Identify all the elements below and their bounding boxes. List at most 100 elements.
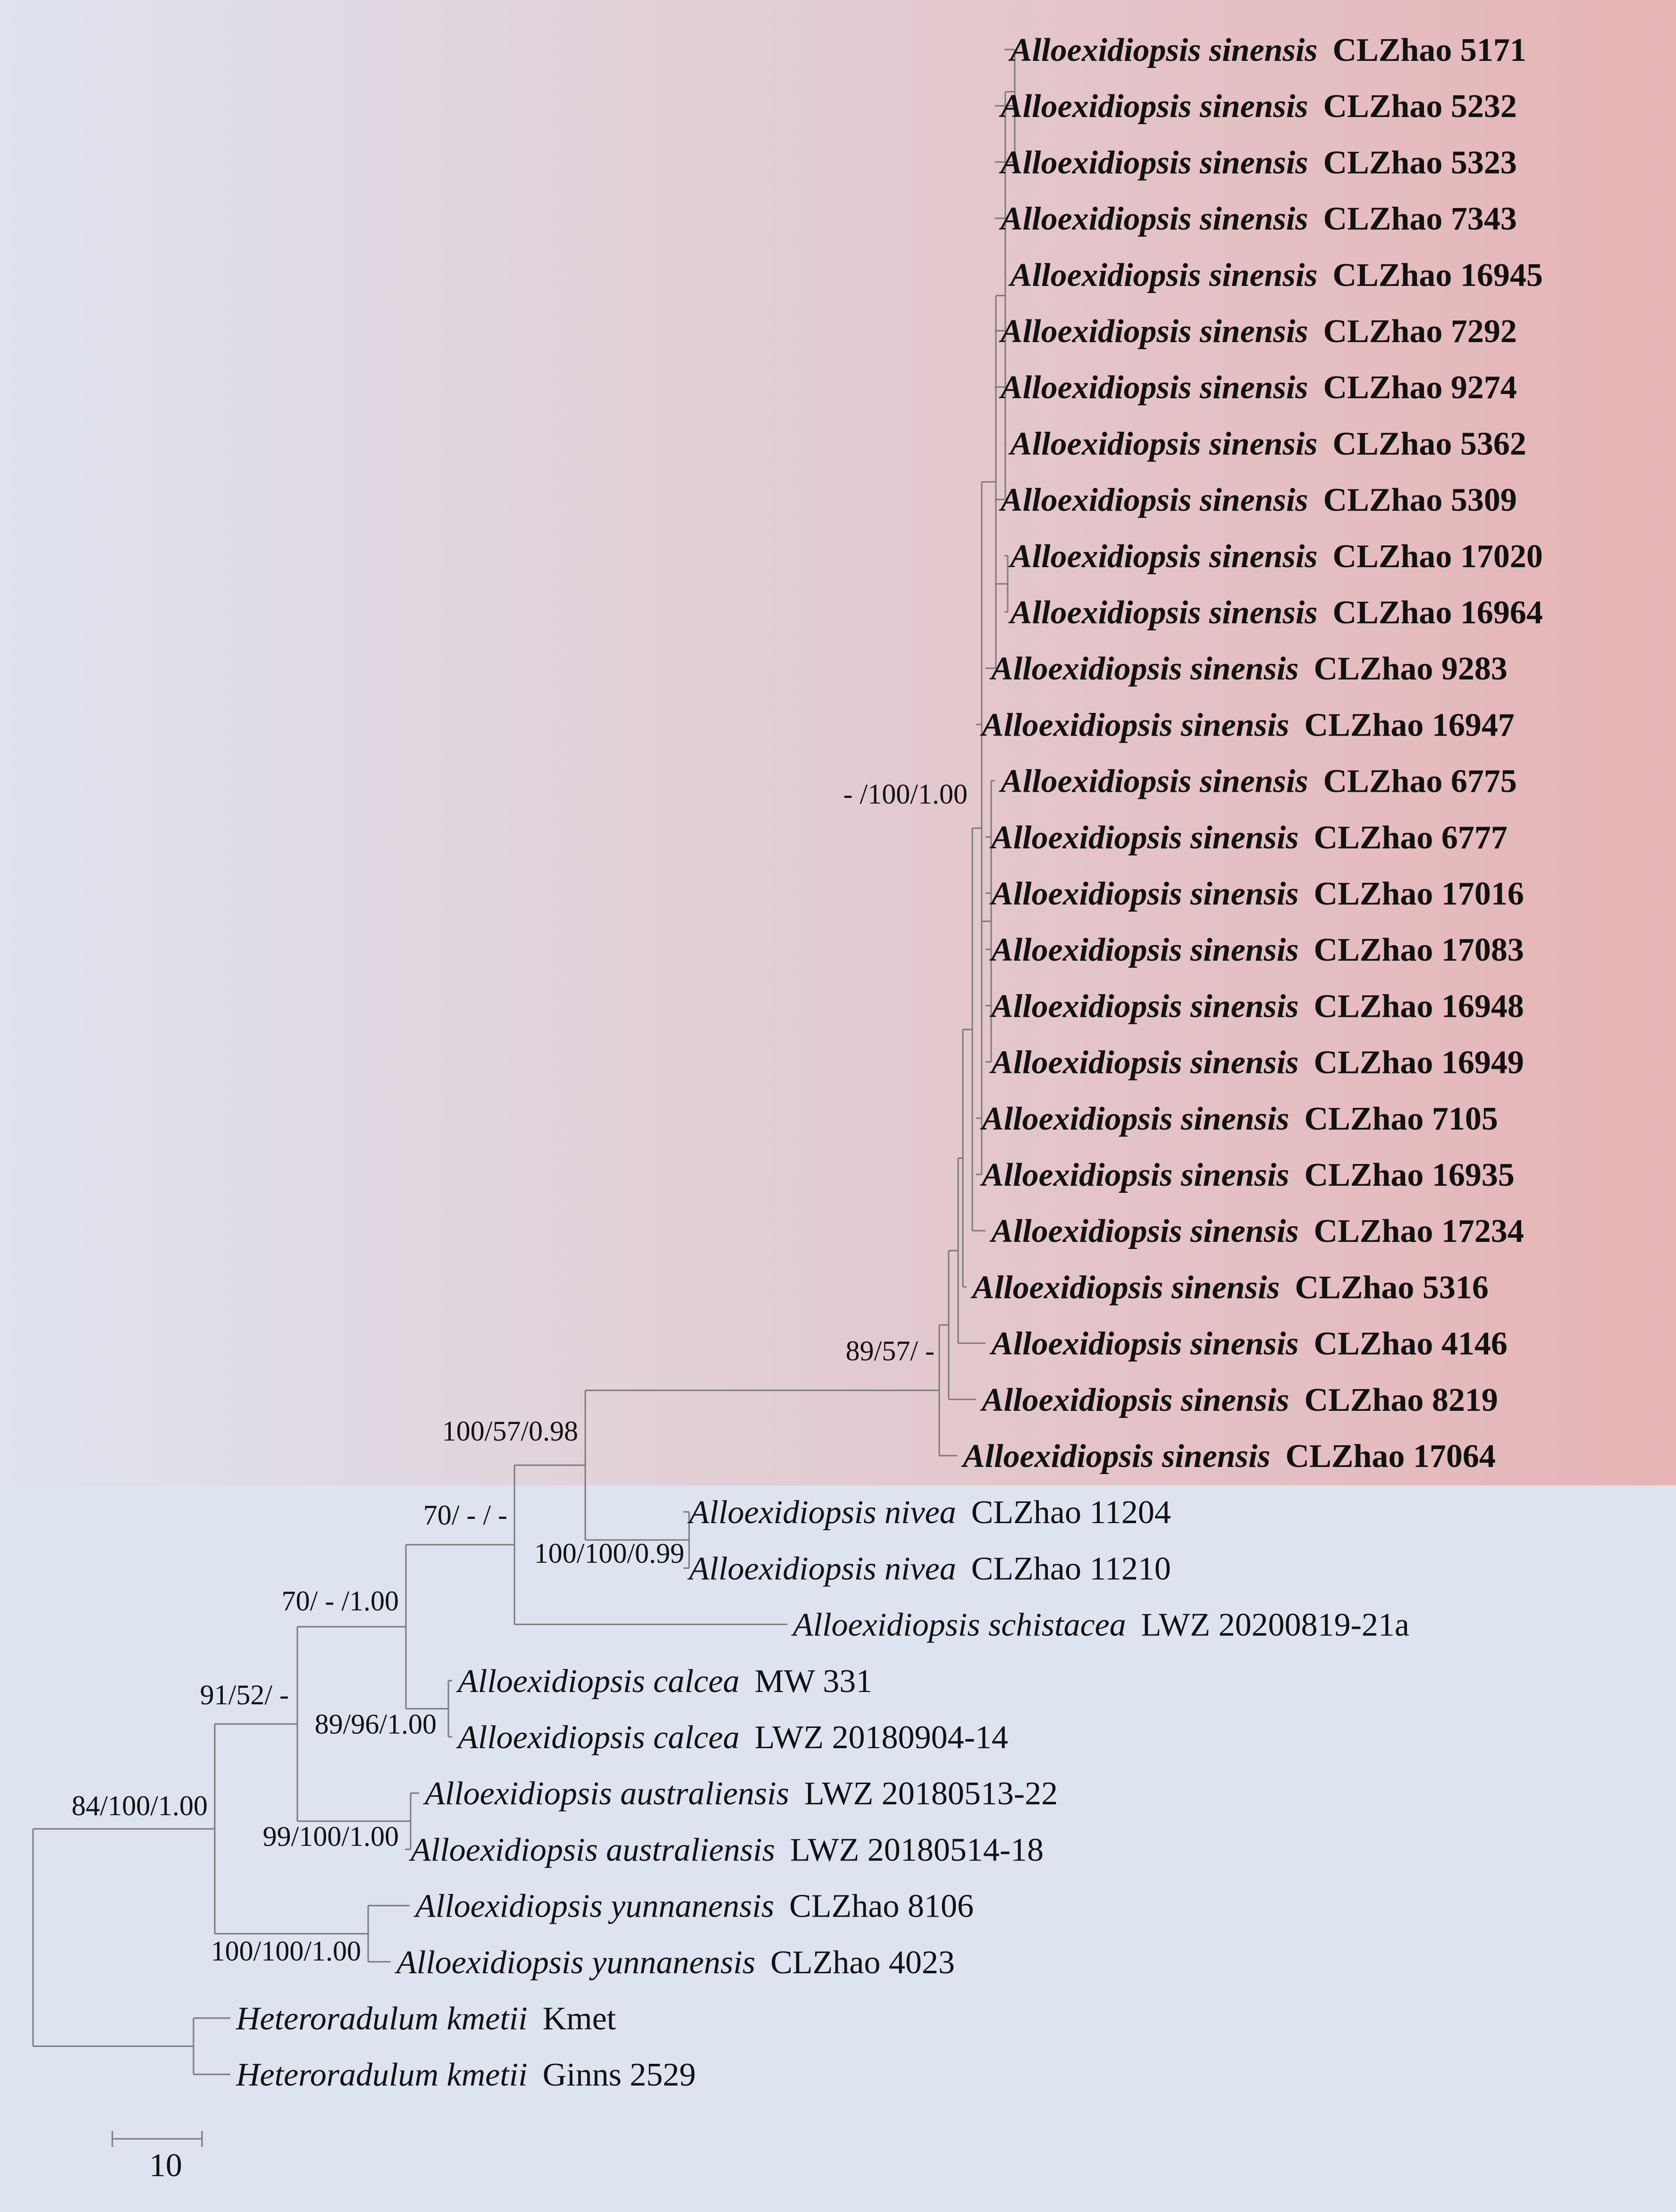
- taxon-voucher: CLZhao 9283: [1314, 651, 1508, 687]
- taxon-label: Alloexidiopsis australiensis LWZ 20180513…: [423, 1776, 1058, 1812]
- taxon-species-name: Alloexidiopsis sinensis: [989, 988, 1299, 1024]
- taxon-voucher: CLZhao 7105: [1305, 1101, 1498, 1137]
- taxon-species-name: Alloexidiopsis nivea: [687, 1494, 956, 1531]
- taxon-voucher: CLZhao 11210: [971, 1550, 1171, 1587]
- taxon-voucher: CLZhao 17064: [1286, 1438, 1496, 1475]
- support-value-nivea: 100/100/0.99: [534, 1538, 684, 1569]
- taxon-species-name: Alloexidiopsis nivea: [687, 1550, 956, 1587]
- taxon-label: Alloexidiopsis sinensis CLZhao 17234: [989, 1213, 1524, 1249]
- taxon-species-name: Alloexidiopsis sinensis: [1008, 538, 1318, 575]
- taxon-voucher: CLZhao 5309: [1323, 482, 1517, 519]
- taxon-species-name: Alloexidiopsis sinensis: [961, 1438, 1271, 1475]
- taxon-species-name: Alloexidiopsis sinensis: [970, 1269, 1280, 1306]
- taxon-voucher: CLZhao 5323: [1323, 144, 1517, 181]
- taxon-label: Alloexidiopsis sinensis CLZhao 8219: [980, 1382, 1498, 1418]
- taxon-voucher: CLZhao 16947: [1305, 707, 1515, 743]
- support-value-with-calcea: 70/ - /1.00: [282, 1585, 399, 1617]
- taxon-label: Alloexidiopsis calcea LWZ 20180904-14: [456, 1719, 1008, 1756]
- taxon-voucher: CLZhao 5232: [1323, 88, 1517, 125]
- taxon-voucher: CLZhao 6775: [1323, 763, 1517, 800]
- taxon-voucher: CLZhao 8219: [1305, 1382, 1498, 1418]
- taxon-label: Alloexidiopsis sinensis CLZhao 16949: [989, 1045, 1524, 1081]
- taxon-label: Alloexidiopsis sinensis CLZhao 6777: [989, 820, 1508, 856]
- taxon-label: Alloexidiopsis sinensis CLZhao 17064: [961, 1438, 1496, 1475]
- support-value-sinensis-crown: - /100/1.00: [843, 779, 968, 810]
- taxon-voucher: LWZ 20200819-21a: [1141, 1607, 1409, 1643]
- scale-bar-label: 10: [149, 2147, 182, 2184]
- taxon-label: Alloexidiopsis sinensis CLZhao 5309: [999, 482, 1517, 519]
- taxon-label: Alloexidiopsis sinensis CLZhao 5171: [1008, 32, 1526, 68]
- taxon-label: Alloexidiopsis sinensis CLZhao 16947: [980, 707, 1515, 743]
- taxon-species-name: Alloexidiopsis sinensis: [989, 820, 1299, 856]
- taxon-label: Heteroradulum kmetii Kmet: [236, 2001, 616, 2037]
- taxon-species-name: Alloexidiopsis sinensis: [999, 763, 1308, 800]
- taxon-species-name: Alloexidiopsis sinensis: [999, 369, 1308, 406]
- taxon-voucher: CLZhao 7343: [1323, 201, 1517, 237]
- taxon-voucher: CLZhao 16935: [1305, 1157, 1515, 1193]
- taxon-voucher: CLZhao 9274: [1323, 369, 1517, 406]
- taxon-species-name: Alloexidiopsis sinensis: [989, 1213, 1299, 1249]
- taxon-species-name: Alloexidiopsis sinensis: [1008, 257, 1318, 293]
- taxon-species-name: Alloexidiopsis sinensis: [989, 1045, 1299, 1081]
- taxon-label: Alloexidiopsis sinensis CLZhao 7343: [999, 201, 1517, 237]
- taxon-label: Alloexidiopsis sinensis CLZhao 7105: [980, 1101, 1498, 1137]
- taxon-label: Alloexidiopsis sinensis CLZhao 16935: [980, 1157, 1515, 1193]
- support-value-sinensis-stem: 89/57/ -: [846, 1335, 935, 1366]
- taxon-voucher: CLZhao 7292: [1323, 313, 1517, 350]
- taxon-voucher: CLZhao 4023: [770, 1944, 955, 1981]
- taxon-species-name: Alloexidiopsis sinensis: [980, 1382, 1289, 1418]
- taxon-species-name: Alloexidiopsis sinensis: [999, 201, 1308, 237]
- taxon-species-name: Heteroradulum kmetii: [236, 2057, 528, 2093]
- support-value-yunnanensis: 100/100/1.00: [211, 1936, 361, 1967]
- taxon-label: Alloexidiopsis sinensis CLZhao 5323: [999, 144, 1517, 181]
- taxon-label: Alloexidiopsis calcea MW 331: [456, 1663, 872, 1700]
- taxon-species-name: Alloexidiopsis yunnanensis: [395, 1944, 755, 1981]
- taxon-species-name: Heteroradulum kmetii: [236, 2001, 528, 2037]
- taxon-label: Alloexidiopsis sinensis CLZhao 17083: [989, 932, 1524, 968]
- node-support-labels: - /100/1.00 89/57/ - 100/57/0.98 100/100/0.…: [72, 779, 968, 1967]
- taxon-voucher: CLZhao 6777: [1314, 820, 1508, 856]
- taxon-voucher: CLZhao 16948: [1314, 988, 1524, 1024]
- taxon-label: Alloexidiopsis sinensis CLZhao 16945: [1008, 257, 1543, 293]
- taxon-species-name: Alloexidiopsis sinensis: [980, 707, 1289, 743]
- scale-bar: 10: [111, 2131, 203, 2184]
- taxon-species-name: Alloexidiopsis australiensis: [409, 1832, 775, 1868]
- taxon-label: Alloexidiopsis sinensis CLZhao 9274: [999, 369, 1517, 406]
- taxon-voucher: Kmet: [543, 2001, 616, 2037]
- taxon-species-name: Alloexidiopsis schistacea: [791, 1607, 1126, 1643]
- support-value-alloexidiopsis: 84/100/1.00: [72, 1790, 208, 1821]
- taxon-species-name: Alloexidiopsis sinensis: [999, 144, 1308, 181]
- taxon-voucher: LWZ 20180904-14: [755, 1719, 1008, 1756]
- taxon-label: Alloexidiopsis sinensis CLZhao 16948: [989, 988, 1524, 1024]
- taxon-species-name: Alloexidiopsis sinensis: [1008, 595, 1318, 631]
- taxon-voucher: CLZhao 5362: [1333, 426, 1526, 462]
- taxon-voucher: CLZhao 16949: [1314, 1045, 1524, 1081]
- taxon-label: Alloexidiopsis australiensis LWZ 20180514…: [409, 1832, 1044, 1868]
- taxon-species-name: Alloexidiopsis sinensis: [1008, 32, 1318, 68]
- support-value-with-australiensis: 91/52/ -: [200, 1679, 289, 1710]
- taxon-voucher: MW 331: [755, 1663, 873, 1700]
- taxon-label: Alloexidiopsis sinensis CLZhao 17020: [1008, 538, 1543, 575]
- taxon-label: Alloexidiopsis sinensis CLZhao 5316: [970, 1269, 1489, 1306]
- taxon-voucher: CLZhao 5171: [1333, 32, 1526, 68]
- taxon-species-name: Alloexidiopsis sinensis: [989, 651, 1299, 687]
- taxon-species-name: Alloexidiopsis sinensis: [999, 482, 1308, 519]
- taxon-label: Heteroradulum kmetii Ginns 2529: [236, 2057, 696, 2093]
- taxon-voucher: CLZhao 5316: [1295, 1269, 1489, 1306]
- taxon-voucher: CLZhao 17083: [1314, 932, 1524, 968]
- taxon-species-name: Alloexidiopsis sinensis: [999, 313, 1308, 350]
- tree-branches: [32, 49, 1016, 2075]
- taxon-label: Alloexidiopsis nivea CLZhao 11210: [687, 1550, 1171, 1587]
- taxon-species-name: Alloexidiopsis sinensis: [989, 932, 1299, 968]
- taxon-voucher: CLZhao 4146: [1314, 1326, 1508, 1362]
- sinensis-highlight-band: [0, 0, 1676, 1485]
- taxon-labels: Alloexidiopsis sinensis CLZhao 5171Alloex…: [236, 32, 1543, 2093]
- taxon-label: Alloexidiopsis yunnanensis CLZhao 8106: [413, 1888, 974, 1925]
- taxon-label: Alloexidiopsis sinensis CLZhao 6775: [999, 763, 1517, 800]
- taxon-species-name: Alloexidiopsis sinensis: [999, 88, 1308, 125]
- taxon-voucher: Ginns 2529: [543, 2057, 696, 2093]
- support-value-calcea: 89/96/1.00: [315, 1709, 437, 1740]
- taxon-voucher: CLZhao 16945: [1333, 257, 1543, 293]
